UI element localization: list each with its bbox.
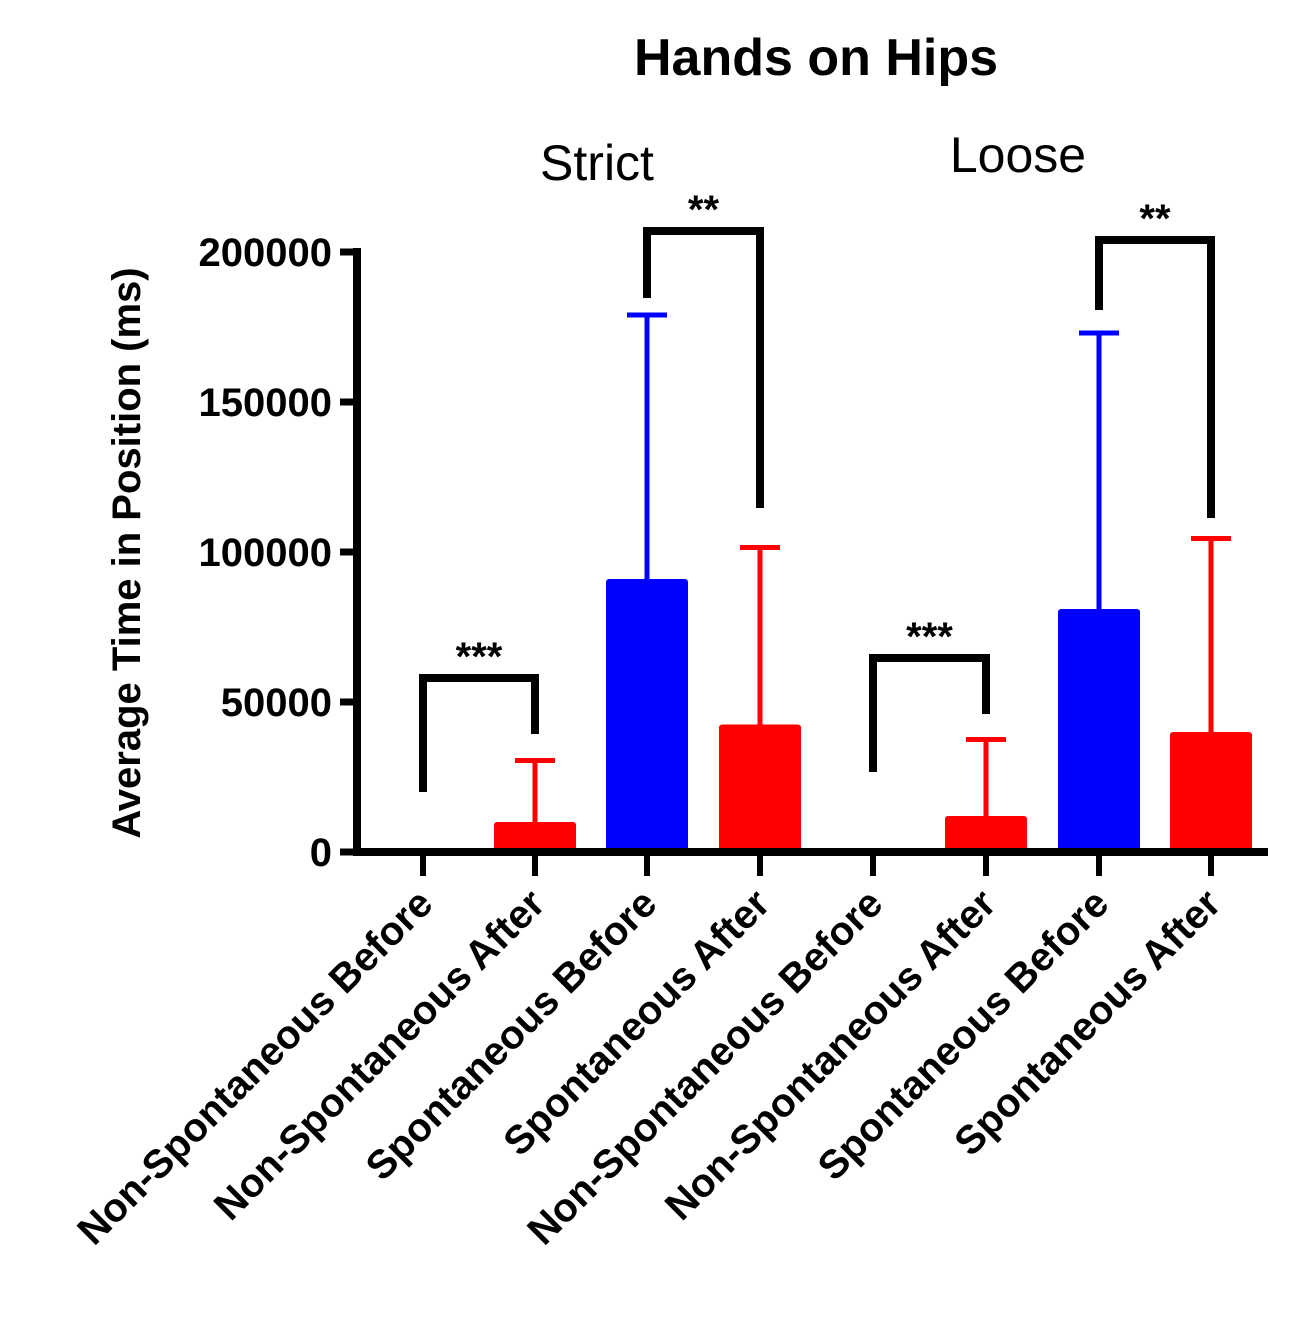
group-label-loose: Loose <box>950 127 1086 183</box>
y-tick-label-3: 150000 <box>199 381 332 425</box>
y-axis-label: Average Time in Position (ms) <box>105 267 149 838</box>
group-label-strict: Strict <box>540 135 654 191</box>
bar-2 <box>606 579 688 852</box>
significance-bracket-1 <box>643 227 764 508</box>
significance-label-2: *** <box>906 615 953 659</box>
bar-5 <box>945 816 1027 852</box>
significance-label-0: *** <box>456 635 503 679</box>
bar-1 <box>494 822 576 852</box>
significance-bracket-2 <box>869 654 990 772</box>
y-ticks: 0 50000 100000 150000 200000 <box>199 231 357 875</box>
bars-layer <box>494 579 1252 852</box>
significance-layer: ********** <box>419 188 1215 792</box>
significance-label-1: ** <box>688 188 720 232</box>
y-tick-label-2: 100000 <box>199 531 332 575</box>
y-tick-label-4: 200000 <box>199 231 332 275</box>
bar-3 <box>719 724 801 852</box>
error-bars-layer <box>515 312 1231 822</box>
bar-6 <box>1058 609 1140 852</box>
y-tick-label-0: 0 <box>310 831 332 875</box>
significance-bracket-3 <box>1095 236 1215 518</box>
significance-bracket-0 <box>419 674 539 792</box>
bar-7 <box>1170 732 1252 852</box>
chart-title: Hands on Hips <box>634 29 998 87</box>
significance-label-3: ** <box>1139 197 1171 241</box>
y-tick-label-1: 50000 <box>221 681 332 725</box>
